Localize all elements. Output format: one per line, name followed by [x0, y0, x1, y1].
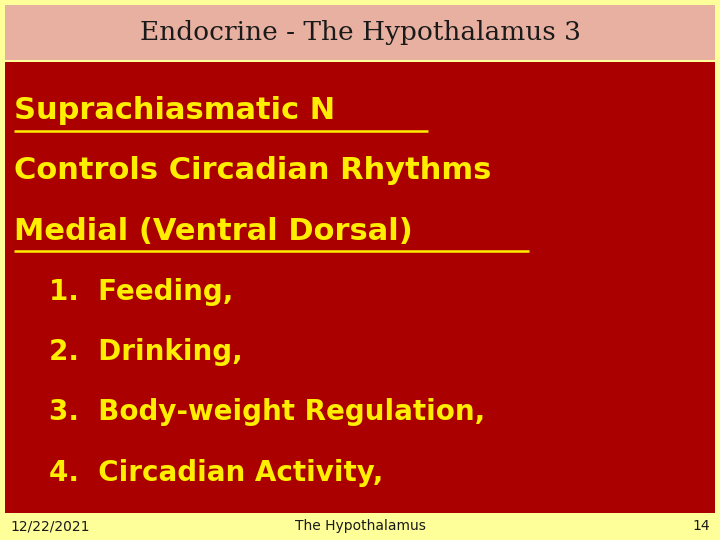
Text: Medial (Ventral Dorsal): Medial (Ventral Dorsal)	[14, 217, 413, 246]
Text: 1.  Feeding,: 1. Feeding,	[49, 278, 233, 306]
Text: 2.  Drinking,: 2. Drinking,	[49, 338, 243, 366]
FancyBboxPatch shape	[5, 62, 715, 513]
Text: The Hypothalamus: The Hypothalamus	[294, 519, 426, 533]
Text: Controls Circadian Rhythms: Controls Circadian Rhythms	[14, 156, 491, 185]
Text: 3.  Body-weight Regulation,: 3. Body-weight Regulation,	[49, 399, 485, 427]
Text: 4.  Circadian Activity,: 4. Circadian Activity,	[49, 459, 383, 487]
Text: Suprachiasmatic N: Suprachiasmatic N	[14, 96, 335, 125]
Text: 12/22/2021: 12/22/2021	[10, 519, 89, 533]
Text: Endocrine - The Hypothalamus 3: Endocrine - The Hypothalamus 3	[140, 20, 580, 45]
FancyBboxPatch shape	[5, 5, 715, 60]
Text: 14: 14	[693, 519, 710, 533]
